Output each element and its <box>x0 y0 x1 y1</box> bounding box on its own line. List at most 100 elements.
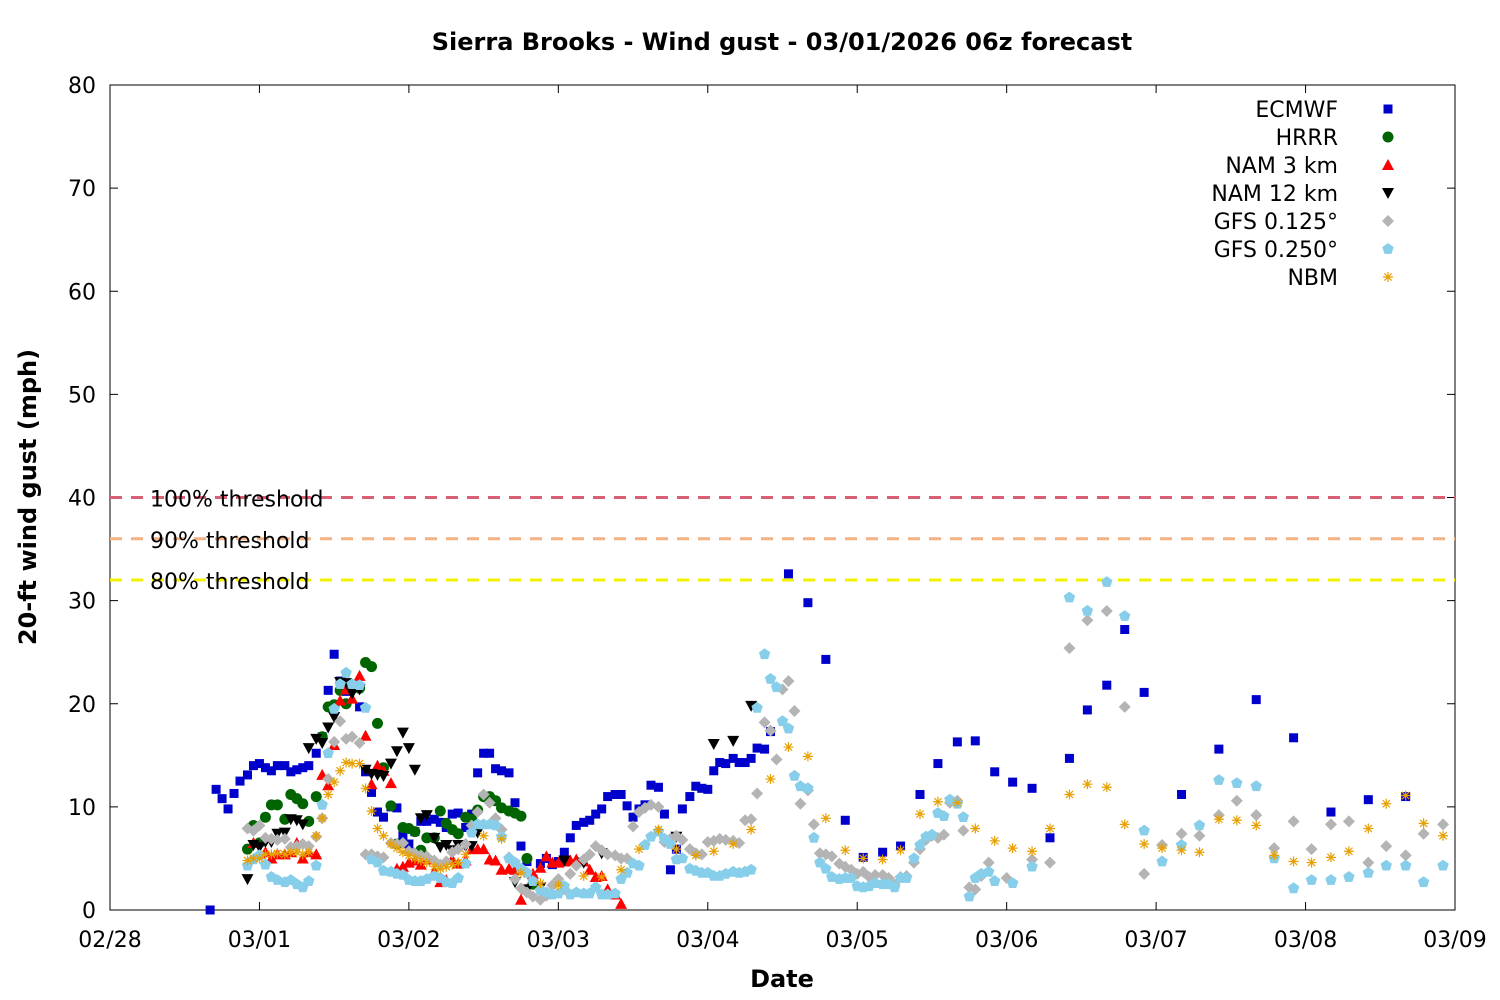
data-point <box>915 790 925 799</box>
data-point <box>559 847 569 857</box>
y-tick-label: 50 <box>68 383 96 408</box>
legend-marker <box>1383 104 1393 114</box>
data-point <box>1380 859 1392 871</box>
data-point <box>1342 815 1355 828</box>
legend-label: NBM <box>1287 266 1338 291</box>
data-point <box>807 818 820 831</box>
data-point <box>708 846 719 857</box>
data-point <box>721 759 731 769</box>
data-point <box>372 717 384 729</box>
data-point <box>1006 877 1019 888</box>
data-point <box>591 809 601 819</box>
data-point <box>782 675 795 688</box>
data-point <box>1380 840 1393 853</box>
data-point <box>1101 782 1112 793</box>
data-point <box>1119 819 1130 830</box>
legend-label: HRRR <box>1276 126 1338 151</box>
data-point <box>403 850 414 861</box>
legend-marker <box>1382 159 1394 170</box>
data-point <box>937 828 950 841</box>
chart-title: Sierra Brooks - Wind gust - 03/01/2026 0… <box>432 28 1132 56</box>
data-point <box>334 694 347 706</box>
data-point <box>989 835 1000 846</box>
data-point <box>483 796 496 809</box>
data-point <box>1045 833 1055 843</box>
data-point <box>421 857 432 868</box>
data-point <box>840 845 851 856</box>
data-point <box>970 823 981 834</box>
data-point <box>1007 843 1018 854</box>
data-point <box>402 743 415 755</box>
data-point <box>610 790 620 799</box>
data-point <box>764 724 777 737</box>
data-point <box>535 878 546 889</box>
data-point <box>241 874 254 886</box>
data-point <box>740 758 750 768</box>
data-point <box>384 758 397 770</box>
data-point <box>1157 843 1168 854</box>
data-point <box>296 819 309 831</box>
legend: ECMWF HRRR NAM 3 km NAM 12 km GFS 0.125° GFS … <box>1211 98 1394 291</box>
data-point <box>695 848 708 861</box>
data-point <box>1231 777 1243 788</box>
data-point <box>1177 790 1187 799</box>
data-point <box>259 811 271 823</box>
data-point <box>803 598 813 608</box>
data-point <box>447 809 457 819</box>
data-point <box>211 784 221 794</box>
data-point <box>1437 859 1449 871</box>
data-point <box>516 841 526 851</box>
data-point <box>509 856 521 868</box>
data-point <box>334 715 347 728</box>
x-tick-label: 03/05 <box>826 928 889 953</box>
data-point <box>697 783 707 793</box>
data-point <box>347 758 358 769</box>
data-point <box>346 730 359 743</box>
data-point <box>659 809 669 819</box>
data-point <box>983 865 995 877</box>
data-point <box>1306 857 1317 868</box>
data-point <box>820 862 832 874</box>
data-point <box>1343 871 1355 882</box>
data-point <box>1438 830 1449 841</box>
data-point <box>1063 642 1076 655</box>
data-point <box>266 849 277 860</box>
data-point <box>385 800 397 812</box>
data-point <box>322 747 334 759</box>
data-point <box>328 702 340 714</box>
data-point <box>653 824 664 835</box>
data-point <box>764 673 777 684</box>
data-point <box>745 813 758 826</box>
data-point <box>291 847 302 858</box>
data-point <box>676 833 689 846</box>
data-point <box>515 867 526 878</box>
data-point <box>489 819 502 831</box>
data-point <box>409 826 421 838</box>
data-point <box>794 797 807 810</box>
data-point <box>601 848 614 861</box>
data-point <box>963 890 975 902</box>
data-point <box>982 856 995 869</box>
data-point <box>1269 850 1280 861</box>
y-tick-label: 60 <box>68 280 96 305</box>
data-point <box>378 812 388 822</box>
data-point <box>685 792 695 802</box>
data-point <box>452 828 464 840</box>
data-point <box>398 831 408 841</box>
data-point <box>254 759 264 769</box>
data-point <box>396 860 409 872</box>
data-point <box>690 850 701 861</box>
data-point <box>751 787 764 800</box>
data-point <box>727 735 740 747</box>
data-point <box>371 856 384 868</box>
data-point <box>302 743 315 755</box>
legend-marker <box>1383 272 1393 282</box>
data-point <box>310 791 322 803</box>
y-tick-label: 80 <box>68 74 96 99</box>
data-point <box>758 716 771 729</box>
data-point <box>1081 614 1094 627</box>
legend-marker <box>1382 188 1394 199</box>
data-point <box>820 813 831 824</box>
data-point <box>802 782 814 794</box>
data-point <box>340 666 352 678</box>
